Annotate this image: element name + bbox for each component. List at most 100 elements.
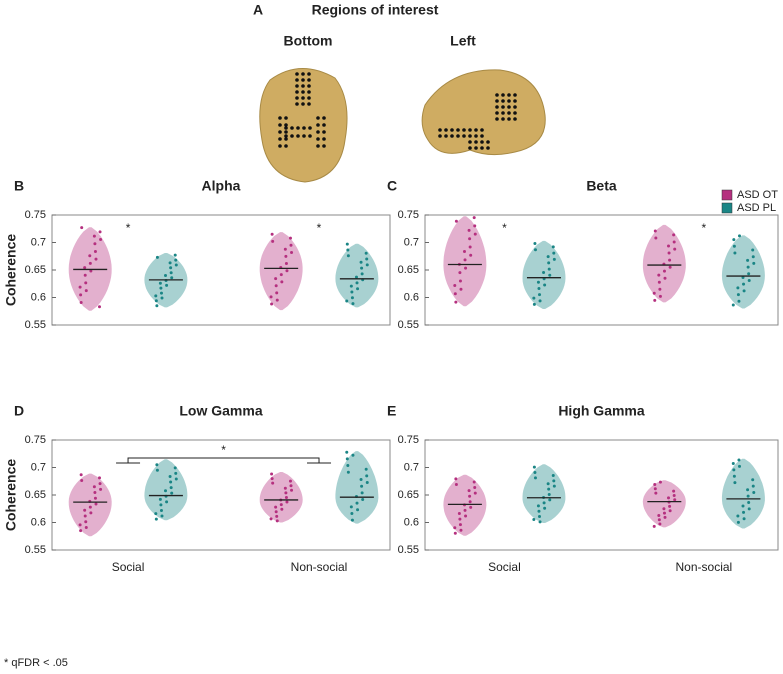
decor-point: [454, 482, 458, 486]
decor-point: [289, 243, 293, 247]
violin: [335, 451, 379, 524]
decor-point: [84, 525, 88, 529]
decor-point: [284, 491, 288, 495]
decor-point: [154, 512, 158, 516]
decor-point: [361, 497, 365, 501]
decor-point: [360, 272, 364, 276]
decor-point: [283, 486, 287, 490]
decor-point: [349, 284, 353, 288]
decor-point: [453, 531, 457, 535]
decor-point: [652, 291, 656, 295]
y-tick-label: 0.75: [398, 434, 419, 446]
decor-point: [158, 497, 162, 501]
decor-point: [94, 502, 98, 506]
decor-point: [364, 251, 368, 255]
decor-point: [275, 519, 279, 523]
electrode: [474, 134, 478, 138]
decor-point: [672, 493, 676, 497]
decor-point: [732, 468, 736, 472]
decor-point: [658, 522, 662, 526]
x-tick-label: Social: [112, 560, 145, 574]
electrode: [501, 93, 505, 97]
decor-point: [668, 258, 672, 262]
electrode: [316, 123, 320, 127]
decor-point: [742, 289, 746, 293]
decor-point: [360, 484, 364, 488]
electrode: [456, 134, 460, 138]
decor-point: [731, 303, 735, 307]
decor-point: [463, 258, 467, 262]
decor-point: [288, 236, 292, 240]
electrode: [507, 99, 511, 103]
electrode: [301, 84, 305, 88]
decor-point: [654, 236, 658, 240]
y-tick-label: 0.7: [31, 461, 46, 473]
decor-point: [453, 526, 457, 530]
decor-point: [533, 248, 537, 252]
decor-point: [459, 287, 463, 291]
decor-point: [552, 484, 556, 488]
electrode: [316, 144, 320, 148]
panel-title: Beta: [586, 178, 617, 194]
decor-point: [454, 477, 458, 481]
y-tick-label: 0.65: [398, 264, 419, 276]
decor-point: [746, 494, 750, 498]
y-tick-label: 0.65: [398, 489, 419, 501]
decor-point: [285, 500, 289, 504]
decor-point: [174, 263, 178, 267]
electrode: [322, 116, 326, 120]
decor-point: [79, 300, 83, 304]
decor-point: [346, 464, 350, 468]
decor-point: [742, 517, 746, 521]
decor-point: [657, 513, 661, 517]
decor-point: [359, 260, 363, 264]
decor-point: [349, 505, 353, 509]
decor-point: [532, 518, 536, 522]
decor-point: [464, 266, 468, 270]
decor-point: [473, 232, 477, 236]
decor-point: [173, 253, 177, 257]
decor-point: [667, 244, 671, 248]
electrode: [444, 128, 448, 132]
decor-point: [271, 481, 275, 485]
significance-star: *: [221, 443, 226, 457]
decor-point: [170, 491, 174, 495]
decor-point: [551, 473, 555, 477]
decor-point: [270, 472, 274, 476]
decor-point: [350, 511, 354, 515]
decor-point: [653, 483, 657, 487]
figure-title: Regions of interest: [312, 2, 439, 18]
electrode: [501, 117, 505, 121]
decor-point: [346, 248, 350, 252]
decor-point: [279, 273, 283, 277]
electrode: [501, 99, 505, 103]
decor-point: [657, 518, 661, 522]
decor-point: [536, 280, 540, 284]
electrode: [444, 134, 448, 138]
decor-point: [658, 480, 662, 484]
decor-point: [174, 477, 178, 481]
decor-point: [355, 501, 359, 505]
electrode: [290, 134, 294, 138]
decor-point: [732, 244, 736, 248]
decor-point: [752, 261, 756, 265]
decor-point: [159, 503, 163, 507]
y-tick-label: 0.7: [404, 461, 419, 473]
electrode: [513, 111, 517, 115]
decor-point: [736, 286, 740, 290]
electrode: [462, 128, 466, 132]
decor-point: [547, 487, 551, 491]
y-tick-label: 0.6: [31, 516, 46, 528]
decor-point: [356, 287, 360, 291]
decor-point: [468, 494, 472, 498]
electrode: [307, 84, 311, 88]
y-tick-label: 0.7: [31, 236, 46, 248]
decor-point: [355, 281, 359, 285]
decor-point: [169, 480, 173, 484]
decor-point: [83, 273, 87, 277]
decor-point: [154, 517, 158, 521]
y-tick-label: 0.55: [398, 544, 419, 556]
electrode: [316, 137, 320, 141]
decor-point: [654, 491, 658, 495]
electrode: [295, 96, 299, 100]
